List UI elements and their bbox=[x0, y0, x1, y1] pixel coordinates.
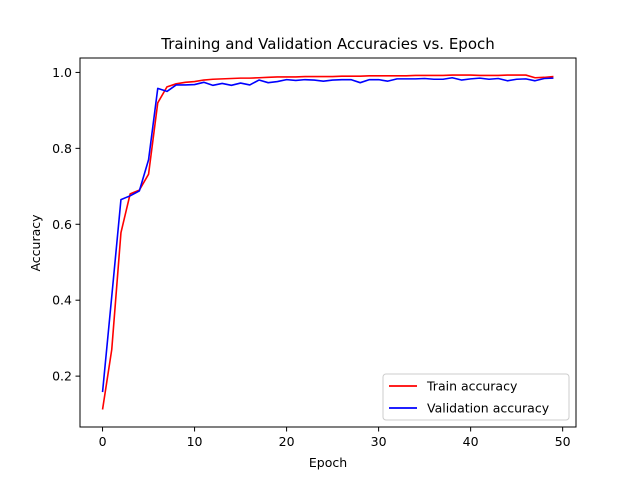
x-tick-label: 20 bbox=[279, 434, 295, 449]
chart-title: Training and Validation Accuracies vs. E… bbox=[160, 35, 495, 53]
x-tick-label: 40 bbox=[463, 434, 479, 449]
legend-validation-label: Validation accuracy bbox=[427, 401, 550, 416]
x-tick-label: 0 bbox=[99, 434, 107, 449]
y-tick-label: 0.2 bbox=[52, 369, 72, 384]
x-tick-label: 50 bbox=[555, 434, 571, 449]
x-tick-label: 10 bbox=[187, 434, 203, 449]
legend-train-label: Train accuracy bbox=[426, 379, 518, 394]
x-axis: 0 10 20 30 40 50 bbox=[99, 427, 571, 449]
y-axis-label: Accuracy bbox=[28, 214, 43, 272]
x-tick-label: 30 bbox=[371, 434, 387, 449]
y-tick-label: 0.4 bbox=[52, 293, 72, 308]
legend-box bbox=[382, 373, 570, 421]
y-axis: 0.2 0.4 0.6 0.8 1.0 bbox=[52, 65, 80, 384]
plot-frame bbox=[79, 57, 577, 428]
x-axis-label: Epoch bbox=[309, 455, 347, 470]
legend: Train accuracy Validation accuracy bbox=[382, 373, 570, 421]
plot-lines bbox=[101, 74, 554, 410]
y-tick-label: 1.0 bbox=[52, 65, 72, 80]
y-tick-label: 0.6 bbox=[52, 217, 72, 232]
series-line-train bbox=[101, 74, 554, 410]
series-line-validation bbox=[101, 76, 554, 393]
y-tick-label: 0.8 bbox=[52, 141, 72, 156]
